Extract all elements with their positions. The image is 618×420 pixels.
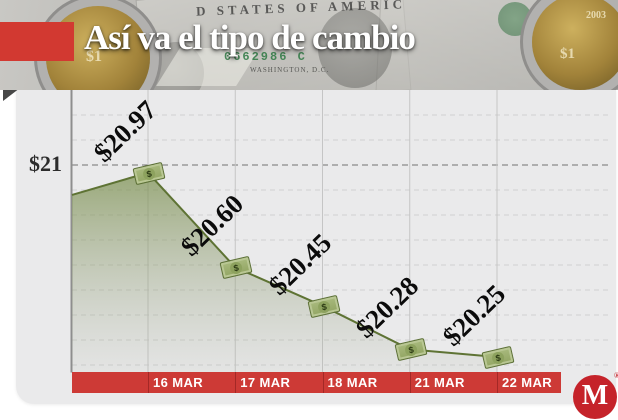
dollar-sign-icon: $	[490, 350, 506, 365]
registered-mark: ®	[614, 371, 618, 380]
x-axis-separator	[497, 372, 498, 393]
x-axis-date-label: 16 MAR	[153, 375, 204, 390]
peso-coin-icon: $1	[46, 6, 150, 90]
header-banner: D STATES OF AMERIC 0662986 C WASHINGTON,…	[0, 0, 618, 90]
treasury-seal-decor	[498, 2, 532, 36]
page-title: Así va el tipo de cambio	[84, 18, 416, 57]
x-axis-separator	[322, 372, 324, 393]
coin-year: 2003	[586, 10, 606, 21]
x-axis-separator	[409, 372, 411, 393]
dollar-sign-icon: $	[403, 342, 418, 358]
logo-letter: M	[581, 380, 609, 411]
y-axis-tick-label: $21	[29, 151, 62, 176]
bill-serial-number: 0662986 C	[224, 50, 307, 64]
x-axis-separator	[148, 372, 149, 393]
x-axis-bar	[72, 372, 561, 393]
x-axis-date-label: 17 MAR	[240, 375, 291, 390]
red-accent-block	[0, 22, 74, 61]
coin-denomination: $1	[560, 46, 575, 62]
peso-coin-icon: 2003 $1	[532, 0, 618, 90]
x-axis-date-label: 22 MAR	[502, 375, 553, 390]
x-axis-date-label: 18 MAR	[327, 375, 378, 390]
dollar-sign-icon: $	[229, 260, 244, 276]
dollar-sign-icon: $	[141, 165, 157, 181]
bill-fine-print: WASHINGTON, D.C.	[250, 66, 330, 74]
coin-denomination: $1	[86, 48, 102, 65]
x-axis-separator	[235, 372, 237, 393]
dollar-sign-icon: $	[316, 299, 331, 314]
corner-fold-decor	[3, 88, 20, 101]
washington-portrait-decor	[318, 8, 392, 88]
milenio-logo[interactable]: M ®	[573, 371, 618, 419]
x-axis-date-label: 21 MAR	[414, 375, 465, 390]
